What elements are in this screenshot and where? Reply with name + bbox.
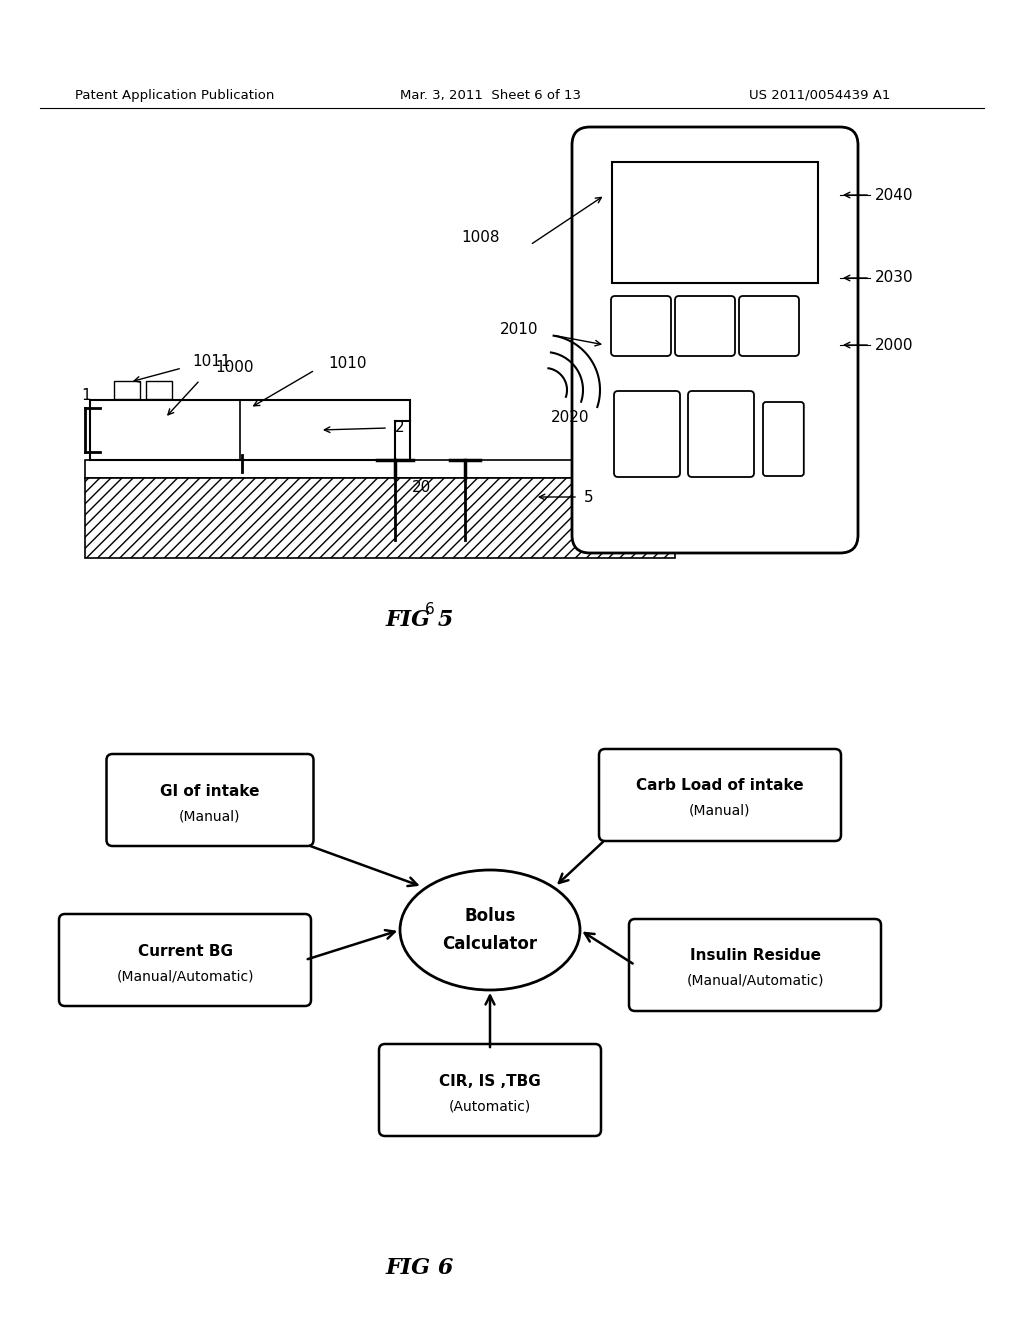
Text: 1000: 1000 <box>215 360 254 375</box>
Text: (Manual): (Manual) <box>179 809 241 822</box>
Text: Insulin Residue: Insulin Residue <box>689 949 820 964</box>
Ellipse shape <box>400 870 580 990</box>
Text: GI of intake: GI of intake <box>160 784 260 799</box>
Text: 2010: 2010 <box>500 322 538 338</box>
FancyBboxPatch shape <box>114 381 140 399</box>
Text: 20: 20 <box>412 479 431 495</box>
Text: 2030: 2030 <box>874 271 913 285</box>
FancyBboxPatch shape <box>612 162 818 282</box>
Text: 2040: 2040 <box>874 187 913 202</box>
FancyBboxPatch shape <box>675 296 735 356</box>
FancyBboxPatch shape <box>614 391 680 477</box>
Text: Bolus: Bolus <box>464 907 516 925</box>
FancyBboxPatch shape <box>572 127 858 553</box>
Text: 2020: 2020 <box>551 411 589 425</box>
Text: Current BG: Current BG <box>137 944 232 958</box>
FancyBboxPatch shape <box>85 478 675 558</box>
FancyBboxPatch shape <box>611 296 671 356</box>
FancyBboxPatch shape <box>59 913 311 1006</box>
Text: 1010: 1010 <box>328 355 367 371</box>
FancyBboxPatch shape <box>85 459 675 478</box>
Text: FIG 6: FIG 6 <box>386 1257 455 1279</box>
FancyBboxPatch shape <box>688 391 754 477</box>
Text: Mar. 3, 2011  Sheet 6 of 13: Mar. 3, 2011 Sheet 6 of 13 <box>399 88 581 102</box>
FancyBboxPatch shape <box>106 754 313 846</box>
Text: CIR, IS ,TBG: CIR, IS ,TBG <box>439 1073 541 1089</box>
FancyBboxPatch shape <box>739 296 799 356</box>
FancyBboxPatch shape <box>90 400 410 459</box>
FancyBboxPatch shape <box>146 381 172 399</box>
Text: (Manual/Automatic): (Manual/Automatic) <box>686 974 823 987</box>
Text: Patent Application Publication: Patent Application Publication <box>76 88 274 102</box>
FancyBboxPatch shape <box>379 1044 601 1137</box>
Text: US 2011/0054439 A1: US 2011/0054439 A1 <box>750 88 891 102</box>
Text: 2000: 2000 <box>874 338 913 352</box>
FancyBboxPatch shape <box>599 748 841 841</box>
FancyBboxPatch shape <box>629 919 881 1011</box>
Text: (Manual): (Manual) <box>689 804 751 818</box>
FancyBboxPatch shape <box>763 403 804 477</box>
Text: Carb Load of intake: Carb Load of intake <box>636 779 804 793</box>
Text: 1: 1 <box>81 388 91 403</box>
Text: 1008: 1008 <box>462 231 500 246</box>
Text: (Manual/Automatic): (Manual/Automatic) <box>117 969 254 983</box>
Text: (Automatic): (Automatic) <box>449 1100 531 1113</box>
Text: FIG 5: FIG 5 <box>386 609 455 631</box>
Text: 2: 2 <box>395 421 404 436</box>
Text: 1011: 1011 <box>193 355 230 370</box>
Text: 5: 5 <box>584 490 594 504</box>
Text: Calculator: Calculator <box>442 935 538 953</box>
Text: 6: 6 <box>425 602 435 618</box>
